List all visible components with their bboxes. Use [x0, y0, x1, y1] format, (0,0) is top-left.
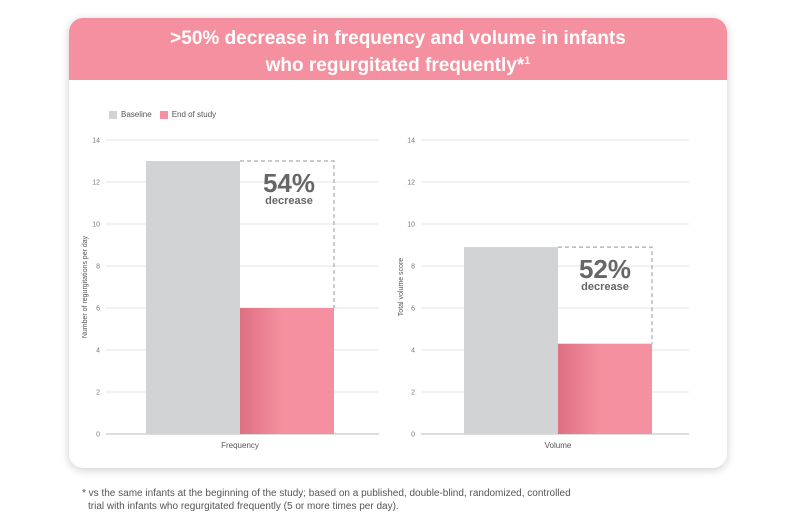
chart-2-annotation-value: 52% [579, 254, 631, 284]
legend-swatch-baseline [109, 110, 117, 119]
chart-2-annotation-label: decrease [581, 281, 629, 293]
footnote-line-2: trial with infants who regurgitated freq… [88, 501, 399, 512]
chart-1-ytick-6: 6 [96, 306, 100, 313]
chart-1-ytick-12: 12 [92, 180, 100, 187]
chart-2-ytick-10: 10 [407, 222, 415, 229]
chart-2-ytick-2: 2 [411, 390, 415, 397]
chart-2-decrease-outline [558, 246, 653, 344]
chart-1-bar-end-of-study [240, 308, 334, 434]
title-line-1: >50% decrease in frequency and volume in… [170, 28, 626, 49]
legend-item-end-of-study: End of study [159, 110, 217, 119]
legend-swatch-end-of-study [159, 110, 168, 119]
legend-label-end-of-study: End of study [171, 110, 217, 119]
chart-1-ytick-2: 2 [96, 390, 100, 397]
chart-1-ytick-10: 10 [92, 222, 100, 229]
chart-2-bar-baseline [464, 247, 558, 434]
chart-1-annotation-value: 54% [263, 168, 315, 198]
legend: Baseline End of study [109, 110, 216, 119]
chart-1-decrease-outline [240, 160, 335, 308]
legend-item-baseline: Baseline [109, 110, 152, 119]
chart-2-xlabel: Volume [545, 441, 572, 450]
chart-1-bar-baseline [146, 161, 240, 434]
chart-1-ytick-8: 8 [96, 264, 100, 271]
chart-1-xlabel: Frequency [221, 441, 259, 450]
chart-1-ytick-14: 14 [92, 138, 100, 145]
chart-2-ytick-4: 4 [411, 348, 415, 355]
footnote-line-1: * vs the same infants at the beginning o… [82, 488, 571, 499]
title-banner: >50% decrease in frequency and volume in… [69, 18, 727, 80]
chart-1-annotation-label: decrease [265, 195, 313, 207]
chart-2-ytick-8: 8 [411, 264, 415, 271]
chart-1-ylabel: Number of regurgitations per day [82, 235, 89, 338]
chart-1-ytick-0: 0 [96, 432, 100, 439]
chart-card: >50% decrease in frequency and volume in… [69, 18, 727, 468]
chart-2-ytick-14: 14 [407, 138, 415, 145]
title-superscript: 1 [524, 55, 531, 67]
chart-2-ylabel: Total volume score [398, 258, 405, 316]
legend-label-baseline: Baseline [121, 110, 152, 119]
chart-2-ytick-6: 6 [411, 306, 415, 313]
chart-2-ytick-0: 0 [411, 432, 415, 439]
chart-2-ytick-12: 12 [407, 180, 415, 187]
title-line-2-text: who regurgitated frequently* [265, 55, 525, 76]
footnote: * vs the same infants at the beginning o… [82, 487, 642, 513]
chart-1-ytick-4: 4 [96, 348, 100, 355]
chart-2-bar-end-of-study [558, 343, 652, 434]
title-line-2: who regurgitated frequently*1 [69, 50, 727, 77]
